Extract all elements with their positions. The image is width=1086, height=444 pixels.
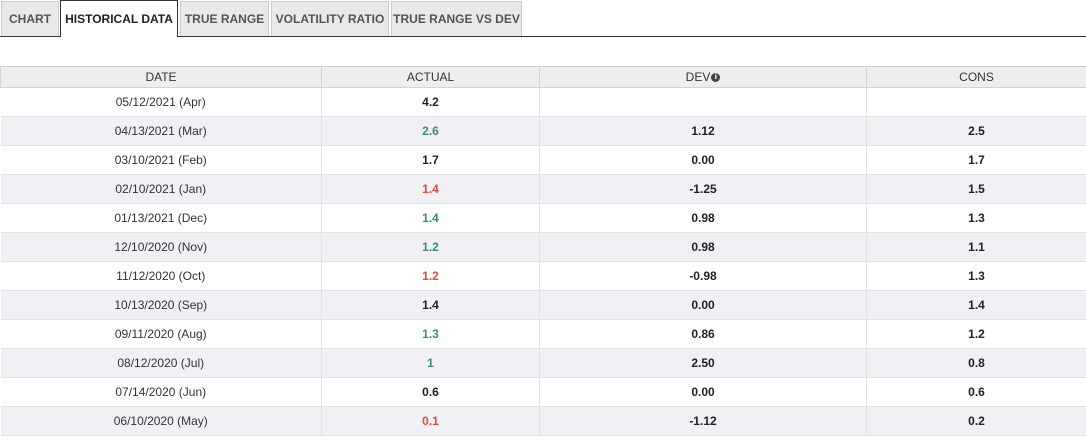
cell-dev — [539, 87, 867, 117]
column-header-date[interactable]: DATE — [0, 66, 322, 88]
cell-actual: 1.2 — [321, 232, 540, 262]
cell-actual: 0.6 — [321, 377, 540, 407]
dev-header-label: DEV — [685, 70, 711, 84]
cell-dev: 0.98 — [539, 203, 867, 233]
cell-date: 09/11/2020 (Aug) — [0, 319, 322, 349]
cell-cons — [866, 87, 1086, 117]
cell-date: 10/13/2020 (Sep) — [0, 290, 322, 320]
cell-actual: 1 — [321, 348, 540, 378]
table-row: 09/11/2020 (Aug) 1.3 0.86 1.2 — [0, 319, 1086, 349]
cell-cons: 1.3 — [866, 261, 1086, 291]
table-row: 12/10/2020 (Nov) 1.2 0.98 1.1 — [0, 232, 1086, 262]
cell-date: 12/10/2020 (Nov) — [0, 232, 322, 262]
cell-date: 07/14/2020 (Jun) — [0, 377, 322, 407]
cell-actual: 1.3 — [321, 319, 540, 349]
cell-actual: 1.4 — [321, 174, 540, 204]
table-row: 06/10/2020 (May) 0.1 -1.12 0.2 — [0, 406, 1086, 436]
table-row: 01/13/2021 (Dec) 1.4 0.98 1.3 — [0, 203, 1086, 233]
cell-dev: 0.00 — [539, 377, 867, 407]
historical-data-table: DATE ACTUAL DEV i CONS 05/12/2021 (Apr) 4.… — [0, 66, 1086, 436]
tab-volatility-ratio[interactable]: VOLATILITY RATIO — [271, 1, 389, 36]
cell-dev: 0.98 — [539, 232, 867, 262]
table-row: 04/13/2021 (Mar) 2.6 1.12 2.5 — [0, 116, 1086, 146]
cell-actual: 2.6 — [321, 116, 540, 146]
column-header-dev[interactable]: DEV i — [539, 66, 867, 88]
cell-actual: 1.7 — [321, 145, 540, 175]
cell-date: 01/13/2021 (Dec) — [0, 203, 322, 233]
cell-actual: 4.2 — [321, 87, 540, 117]
tab-historical-data[interactable]: HISTORICAL DATA — [60, 0, 178, 37]
table-row: 10/13/2020 (Sep) 1.4 0.00 1.4 — [0, 290, 1086, 320]
cell-cons: 2.5 — [866, 116, 1086, 146]
cell-date: 03/10/2021 (Feb) — [0, 145, 322, 175]
table-header-row: DATE ACTUAL DEV i CONS — [0, 66, 1086, 88]
cell-dev: 0.00 — [539, 290, 867, 320]
column-header-cons[interactable]: CONS — [866, 66, 1086, 88]
cell-date: 02/10/2021 (Jan) — [0, 174, 322, 204]
table-row: 05/12/2021 (Apr) 4.2 — [0, 87, 1086, 117]
cell-actual: 0.1 — [321, 406, 540, 436]
cell-dev: 1.12 — [539, 116, 867, 146]
cell-cons: 0.2 — [866, 406, 1086, 436]
cell-cons: 1.4 — [866, 290, 1086, 320]
cell-cons: 1.1 — [866, 232, 1086, 262]
cell-actual: 1.4 — [321, 203, 540, 233]
cell-date: 11/12/2020 (Oct) — [0, 261, 322, 291]
cell-cons: 1.3 — [866, 203, 1086, 233]
cell-cons: 1.5 — [866, 174, 1086, 204]
cell-cons: 0.8 — [866, 348, 1086, 378]
cell-dev: 0.00 — [539, 145, 867, 175]
table-row: 02/10/2021 (Jan) 1.4 -1.25 1.5 — [0, 174, 1086, 204]
tab-true-range-vs-dev[interactable]: TRUE RANGE VS DEV — [391, 1, 522, 36]
tab-chart[interactable]: CHART — [1, 1, 59, 36]
cell-dev: -0.98 — [539, 261, 867, 291]
table-row: 08/12/2020 (Jul) 1 2.50 0.8 — [0, 348, 1086, 378]
cell-date: 06/10/2020 (May) — [0, 406, 322, 436]
cell-cons: 1.7 — [866, 145, 1086, 175]
tab-true-range[interactable]: TRUE RANGE — [180, 1, 269, 36]
cell-date: 08/12/2020 (Jul) — [0, 348, 322, 378]
table-row: 07/14/2020 (Jun) 0.6 0.00 0.6 — [0, 377, 1086, 407]
cell-cons: 0.6 — [866, 377, 1086, 407]
info-circle-icon[interactable]: i — [711, 73, 721, 83]
cell-cons: 1.2 — [866, 319, 1086, 349]
cell-actual: 1.2 — [321, 261, 540, 291]
cell-dev: -1.25 — [539, 174, 867, 204]
table-row: 11/12/2020 (Oct) 1.2 -0.98 1.3 — [0, 261, 1086, 291]
cell-dev: -1.12 — [539, 406, 867, 436]
column-header-actual[interactable]: ACTUAL — [321, 66, 540, 88]
cell-date: 04/13/2021 (Mar) — [0, 116, 322, 146]
tab-bar: CHART HISTORICAL DATA TRUE RANGE VOLATIL… — [0, 0, 1086, 37]
cell-dev: 0.86 — [539, 319, 867, 349]
cell-date: 05/12/2021 (Apr) — [0, 87, 322, 117]
cell-dev: 2.50 — [539, 348, 867, 378]
table-row: 03/10/2021 (Feb) 1.7 0.00 1.7 — [0, 145, 1086, 175]
cell-actual: 1.4 — [321, 290, 540, 320]
